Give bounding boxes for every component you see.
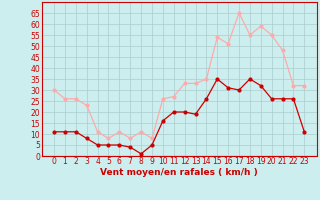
- X-axis label: Vent moyen/en rafales ( km/h ): Vent moyen/en rafales ( km/h ): [100, 168, 258, 177]
